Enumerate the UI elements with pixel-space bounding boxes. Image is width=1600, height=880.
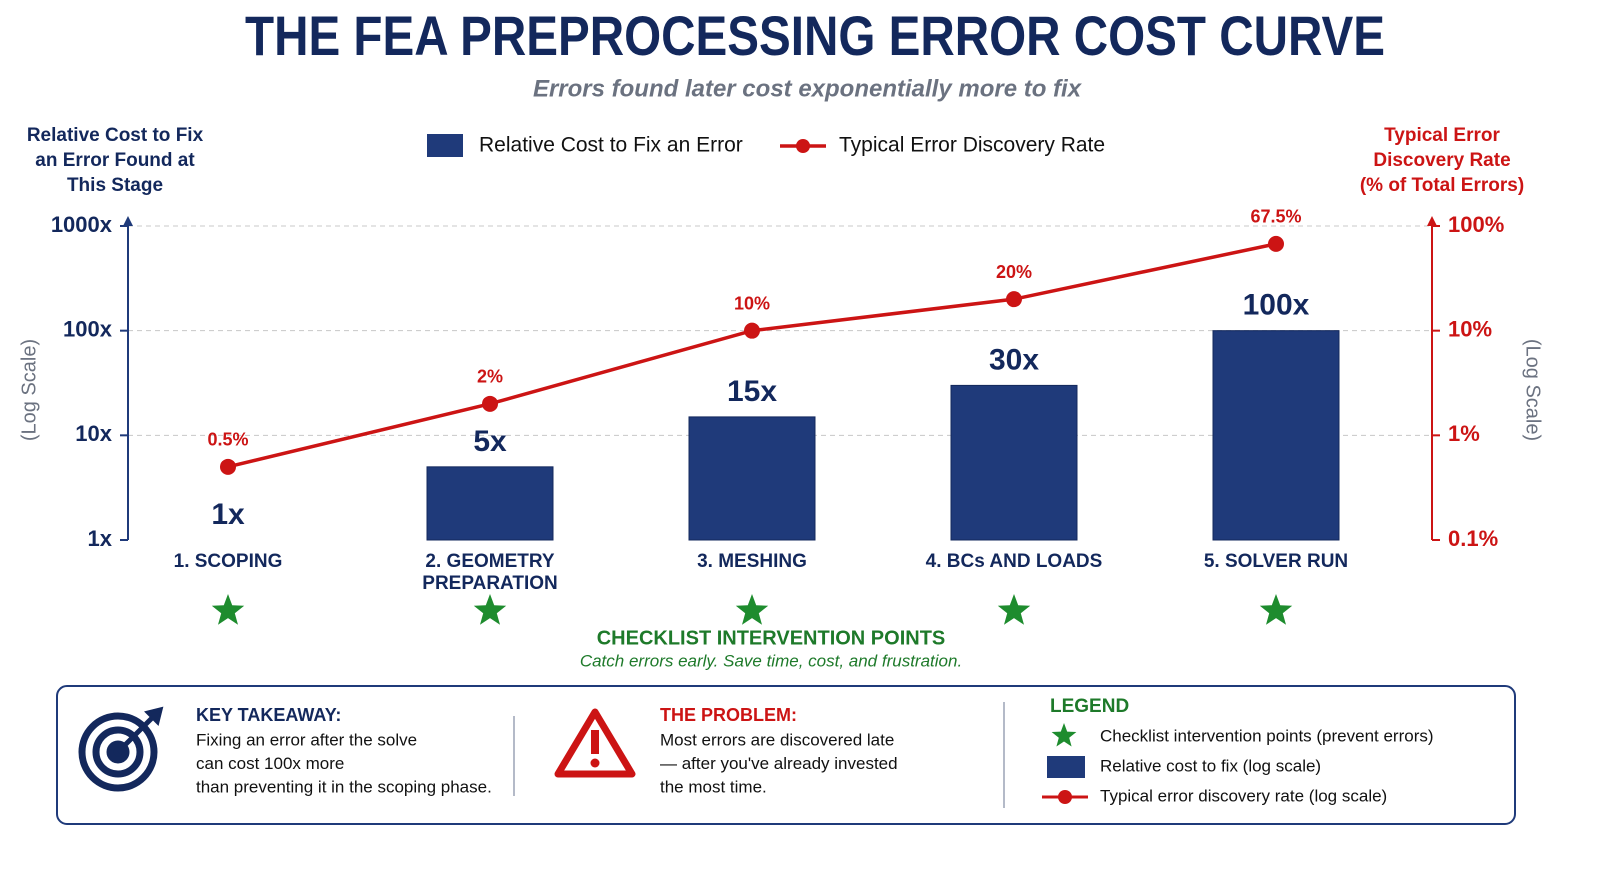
bar — [1212, 330, 1340, 541]
checklist-star — [735, 594, 769, 625]
legend-icon — [1058, 790, 1072, 804]
legend-icon — [1051, 723, 1077, 747]
line-value-label: 0.5% — [207, 430, 248, 450]
warning-icon — [554, 708, 636, 778]
legend-icon — [1047, 756, 1085, 778]
y2-tick-label: 100% — [1448, 212, 1504, 237]
line-point — [1006, 291, 1022, 308]
x-tick-label: PREPARATION — [422, 573, 557, 594]
y-tick-label: 1x — [88, 526, 113, 551]
y-tick-label: 100x — [63, 316, 113, 341]
bar — [688, 416, 816, 541]
y-axis-arrow — [123, 216, 133, 226]
scale-note: (Log Scale) — [18, 339, 40, 441]
line-value-label: 67.5% — [1250, 207, 1301, 227]
y-axis-title: This Stage — [67, 175, 163, 196]
legend-item: Relative cost to fix (log scale) — [1100, 756, 1321, 775]
y2-axis-title: Typical Error — [1384, 125, 1500, 146]
legend-swatch — [796, 139, 810, 153]
bar-value-label: 15x — [727, 375, 777, 408]
y-axis-title: an Error Found at — [35, 150, 195, 171]
legend-label: Relative Cost to Fix an Error — [479, 134, 743, 157]
takeaway-title: KEY TAKEAWAY: — [196, 705, 341, 725]
checklist-star — [1259, 594, 1293, 625]
takeaway-text: than preventing it in the scoping phase. — [196, 777, 492, 796]
info-box — [56, 685, 1516, 825]
takeaway-text: Fixing an error after the solve — [196, 730, 417, 749]
y2-tick-label: 1% — [1448, 421, 1480, 446]
problem-text: the most time. — [660, 777, 767, 796]
line-value-label: 10% — [734, 293, 770, 313]
bar-value-label: 100x — [1243, 289, 1310, 322]
x-tick-label: 5. SOLVER RUN — [1204, 551, 1348, 572]
checklist-subtitle: Catch errors early. Save time, cost, and… — [580, 651, 962, 670]
line-point — [1268, 235, 1284, 252]
checklist-star — [473, 594, 507, 625]
x-tick-label: 1. SCOPING — [174, 551, 283, 572]
y2-tick-label: 10% — [1448, 316, 1492, 341]
target-icon — [78, 706, 164, 792]
y-axis-title: Relative Cost to Fix — [27, 125, 204, 146]
x-tick-label: 4. BCs AND LOADS — [926, 551, 1103, 572]
line-point — [220, 458, 236, 475]
legend-title: LEGEND — [1050, 696, 1129, 717]
bar — [426, 466, 554, 541]
y-tick-label: 10x — [75, 421, 112, 446]
legend-label: Typical Error Discovery Rate — [839, 134, 1105, 157]
bar — [950, 384, 1078, 541]
bar-value-label: 1x — [211, 498, 245, 531]
checklist-title: CHECKLIST INTERVENTION POINTS — [597, 627, 946, 649]
y2-axis-arrow — [1427, 216, 1437, 226]
problem-text: Most errors are discovered late — [660, 730, 894, 749]
subtitle: Errors found later cost exponentially mo… — [533, 75, 1083, 102]
line-point — [482, 395, 498, 412]
problem-title: THE PROBLEM: — [660, 705, 797, 725]
x-tick-label: 3. MESHING — [697, 551, 807, 572]
scale-note: (Log Scale) — [1522, 339, 1544, 441]
legend-swatch — [427, 134, 463, 157]
line-value-label: 20% — [996, 262, 1032, 282]
y2-axis-title: (% of Total Errors) — [1360, 175, 1524, 196]
y2-tick-label: 0.1% — [1448, 526, 1498, 551]
takeaway-text: can cost 100x more — [196, 754, 344, 773]
checklist-star — [997, 594, 1031, 625]
legend-item: Checklist intervention points (prevent e… — [1100, 726, 1434, 745]
problem-text: — after you've already invested — [660, 754, 898, 773]
line-point — [744, 322, 760, 339]
line-value-label: 2% — [477, 367, 503, 387]
bar-value-label: 5x — [473, 425, 507, 458]
title: THE FEA PREPROCESSING ERROR COST CURVE — [245, 4, 1385, 67]
x-tick-label: 2. GEOMETRY — [425, 551, 554, 572]
bar-value-label: 30x — [989, 343, 1039, 376]
legend-item: Typical error discovery rate (log scale) — [1100, 786, 1387, 805]
y-tick-label: 1000x — [51, 212, 113, 237]
checklist-star — [211, 594, 245, 625]
y2-axis-title: Discovery Rate — [1373, 150, 1510, 171]
